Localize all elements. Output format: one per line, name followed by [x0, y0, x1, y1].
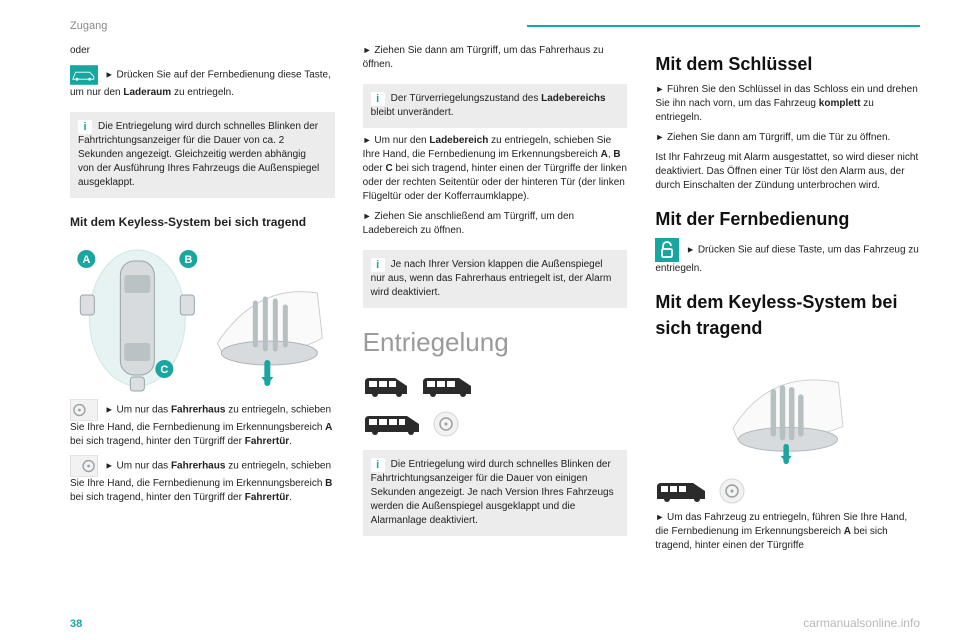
- watermark: carmanualsonline.info: [803, 616, 920, 630]
- info-text: Die Entriegelung wird durch schnelles Bl…: [78, 121, 319, 188]
- hand-handle-diagram: [723, 355, 853, 465]
- t: bleibt unverändert.: [371, 107, 454, 118]
- column-2: ► Ziehen Sie dann am Türgriff, um das Fa…: [363, 44, 628, 612]
- t: Ladebereichs: [541, 93, 605, 104]
- t: Ziehen Sie dann am Türgriff, um das Fahr…: [363, 45, 604, 70]
- header-rule: [527, 25, 920, 27]
- t: bei sich tragend, hinter einen der Türgr…: [363, 163, 627, 202]
- t: Um nur das: [116, 404, 170, 415]
- t: .: [289, 492, 292, 503]
- column-3: Mit dem Schlüssel ► Führen Sie den Schlü…: [655, 44, 920, 612]
- t: Die Entriegelung wird durch schnelles Bl…: [371, 459, 614, 526]
- pull-handle-cargo: ► Ziehen Sie anschließend am Türgriff, u…: [363, 210, 628, 238]
- bullet-icon: ►: [686, 245, 695, 255]
- t: A: [601, 149, 608, 160]
- info-box-unlock-signal: iDie Entriegelung wird durch schnelles B…: [70, 112, 335, 198]
- info-icon: i: [78, 120, 92, 134]
- t: C: [385, 163, 392, 174]
- vehicle-variant-icons: [363, 372, 628, 400]
- t: .: [289, 436, 292, 447]
- remote-unlock-cargo: ► Drücken Sie auf der Fernbedienung dies…: [70, 64, 335, 100]
- t: Drücken Sie auf diese Taste, um das Fahr…: [655, 245, 919, 274]
- section-title: Zugang: [70, 20, 107, 32]
- heading-key: Mit dem Schlüssel: [655, 52, 920, 77]
- bullet-icon: ►: [105, 70, 114, 80]
- svg-text:B: B: [184, 254, 192, 266]
- t: Der Türverriegelungszustand des: [391, 93, 541, 104]
- content-columns: oder ► Drücken Sie auf der Fernbedienung…: [70, 44, 920, 612]
- t: B: [613, 149, 620, 160]
- t: A: [844, 526, 851, 537]
- t: Um nur den: [374, 135, 429, 146]
- heading-entriegelung: Entriegelung: [363, 324, 628, 360]
- svg-text:C: C: [160, 364, 168, 376]
- info-icon: i: [371, 258, 385, 272]
- t: Fahrertür: [245, 436, 289, 447]
- van-icon: [655, 477, 713, 505]
- t: B: [325, 478, 332, 489]
- info-icon: i: [371, 92, 385, 106]
- bullet-icon: ►: [105, 460, 114, 470]
- van-short-icon: [363, 372, 415, 400]
- t: Um nur das: [116, 460, 170, 471]
- bullet-icon: ►: [655, 512, 664, 522]
- page: Zugang oder ► Drücken Sie auf der Fernbe…: [0, 0, 960, 640]
- t: Fahrerhaus: [171, 404, 225, 415]
- t: Fahrertür: [245, 492, 289, 503]
- t: Ziehen Sie anschließend am Türgriff, um …: [363, 211, 574, 236]
- t: Je nach Ihrer Version klappen die Außens…: [371, 259, 612, 298]
- keyless-zones-diagram: A B C: [70, 243, 335, 393]
- van-unlock-icon: [70, 64, 98, 86]
- van-medium-icon: [421, 372, 479, 400]
- keyless-carry-text: ► Um das Fahrzeug zu entriegeln, führen …: [655, 511, 920, 553]
- t: Führen Sie den Schlüssel in das Schloss …: [655, 84, 917, 109]
- t: bei sich tragend, hinter den Türgriff de…: [70, 492, 245, 503]
- text-oder: oder: [70, 44, 335, 58]
- column-1: oder ► Drücken Sie auf der Fernbedienung…: [70, 44, 335, 612]
- t: Fahrerhaus: [171, 460, 225, 471]
- t: komplett: [819, 98, 861, 109]
- keyless-zone-b-text: ► Um nur das Fahrerhaus zu entriegeln, s…: [70, 455, 335, 505]
- unlock-cargo-text: ► Um nur den Ladebereich zu entriegeln, …: [363, 134, 628, 204]
- info-icon: i: [371, 458, 385, 472]
- pull-handle-cabin: ► Ziehen Sie dann am Türgriff, um das Fa…: [363, 44, 628, 72]
- page-footer: 38 carmanualsonline.info: [70, 616, 920, 630]
- text-bold: Laderaum: [123, 87, 171, 98]
- heading-keyless-carry: Mit dem Keyless-System bei sich tragend: [655, 290, 920, 340]
- vehicle-variant-icons-2: [363, 410, 628, 438]
- heading-keyless: Mit dem Keyless-System bei sich tragend: [70, 214, 335, 231]
- key-pull-text: ► Ziehen Sie dann am Türgriff, um die Tü…: [655, 131, 920, 145]
- t: Ladebereich: [429, 135, 488, 146]
- svg-text:A: A: [82, 254, 90, 266]
- text: zu entriegeln.: [171, 87, 234, 98]
- remote-press-text: ► Drücken Sie auf diese Taste, um das Fa…: [655, 238, 920, 276]
- steering-circle-icon: [719, 478, 745, 504]
- key-insert-text: ► Führen Sie den Schlüssel in das Schlos…: [655, 83, 920, 125]
- info-box-unlock-full: iDie Entriegelung wird durch schnelles B…: [363, 450, 628, 536]
- vehicle-steering-row: [655, 477, 920, 505]
- bullet-icon: ►: [363, 45, 372, 55]
- bullet-icon: ►: [363, 211, 372, 221]
- steering-right-icon: [70, 455, 98, 477]
- t: Ziehen Sie dann am Türgriff, um die Tür …: [667, 132, 890, 143]
- t: oder: [363, 163, 386, 174]
- steering-left-icon: [70, 399, 98, 421]
- page-number: 38: [70, 618, 82, 630]
- info-box-mirrors: iJe nach Ihrer Version klappen die Außen…: [363, 250, 628, 308]
- van-long-icon: [363, 410, 427, 438]
- t: bei sich tragend, hinter den Türgriff de…: [70, 436, 245, 447]
- bullet-icon: ►: [655, 132, 664, 142]
- steering-circle-icon: [433, 411, 459, 437]
- heading-remote: Mit der Fernbedienung: [655, 207, 920, 232]
- t: A: [325, 422, 332, 433]
- page-header: Zugang: [70, 20, 920, 32]
- key-alarm-text: Ist Ihr Fahrzeug mit Alarm ausgestattet,…: [655, 151, 920, 193]
- bullet-icon: ►: [655, 84, 664, 94]
- info-box-lockstate: i Der Türverriegelungszustand des Ladeber…: [363, 84, 628, 128]
- bullet-icon: ►: [105, 404, 114, 414]
- bullet-icon: ►: [363, 135, 372, 145]
- padlock-open-icon: [655, 238, 679, 262]
- keyless-zone-a-text: ► Um nur das Fahrerhaus zu entriegeln, s…: [70, 399, 335, 449]
